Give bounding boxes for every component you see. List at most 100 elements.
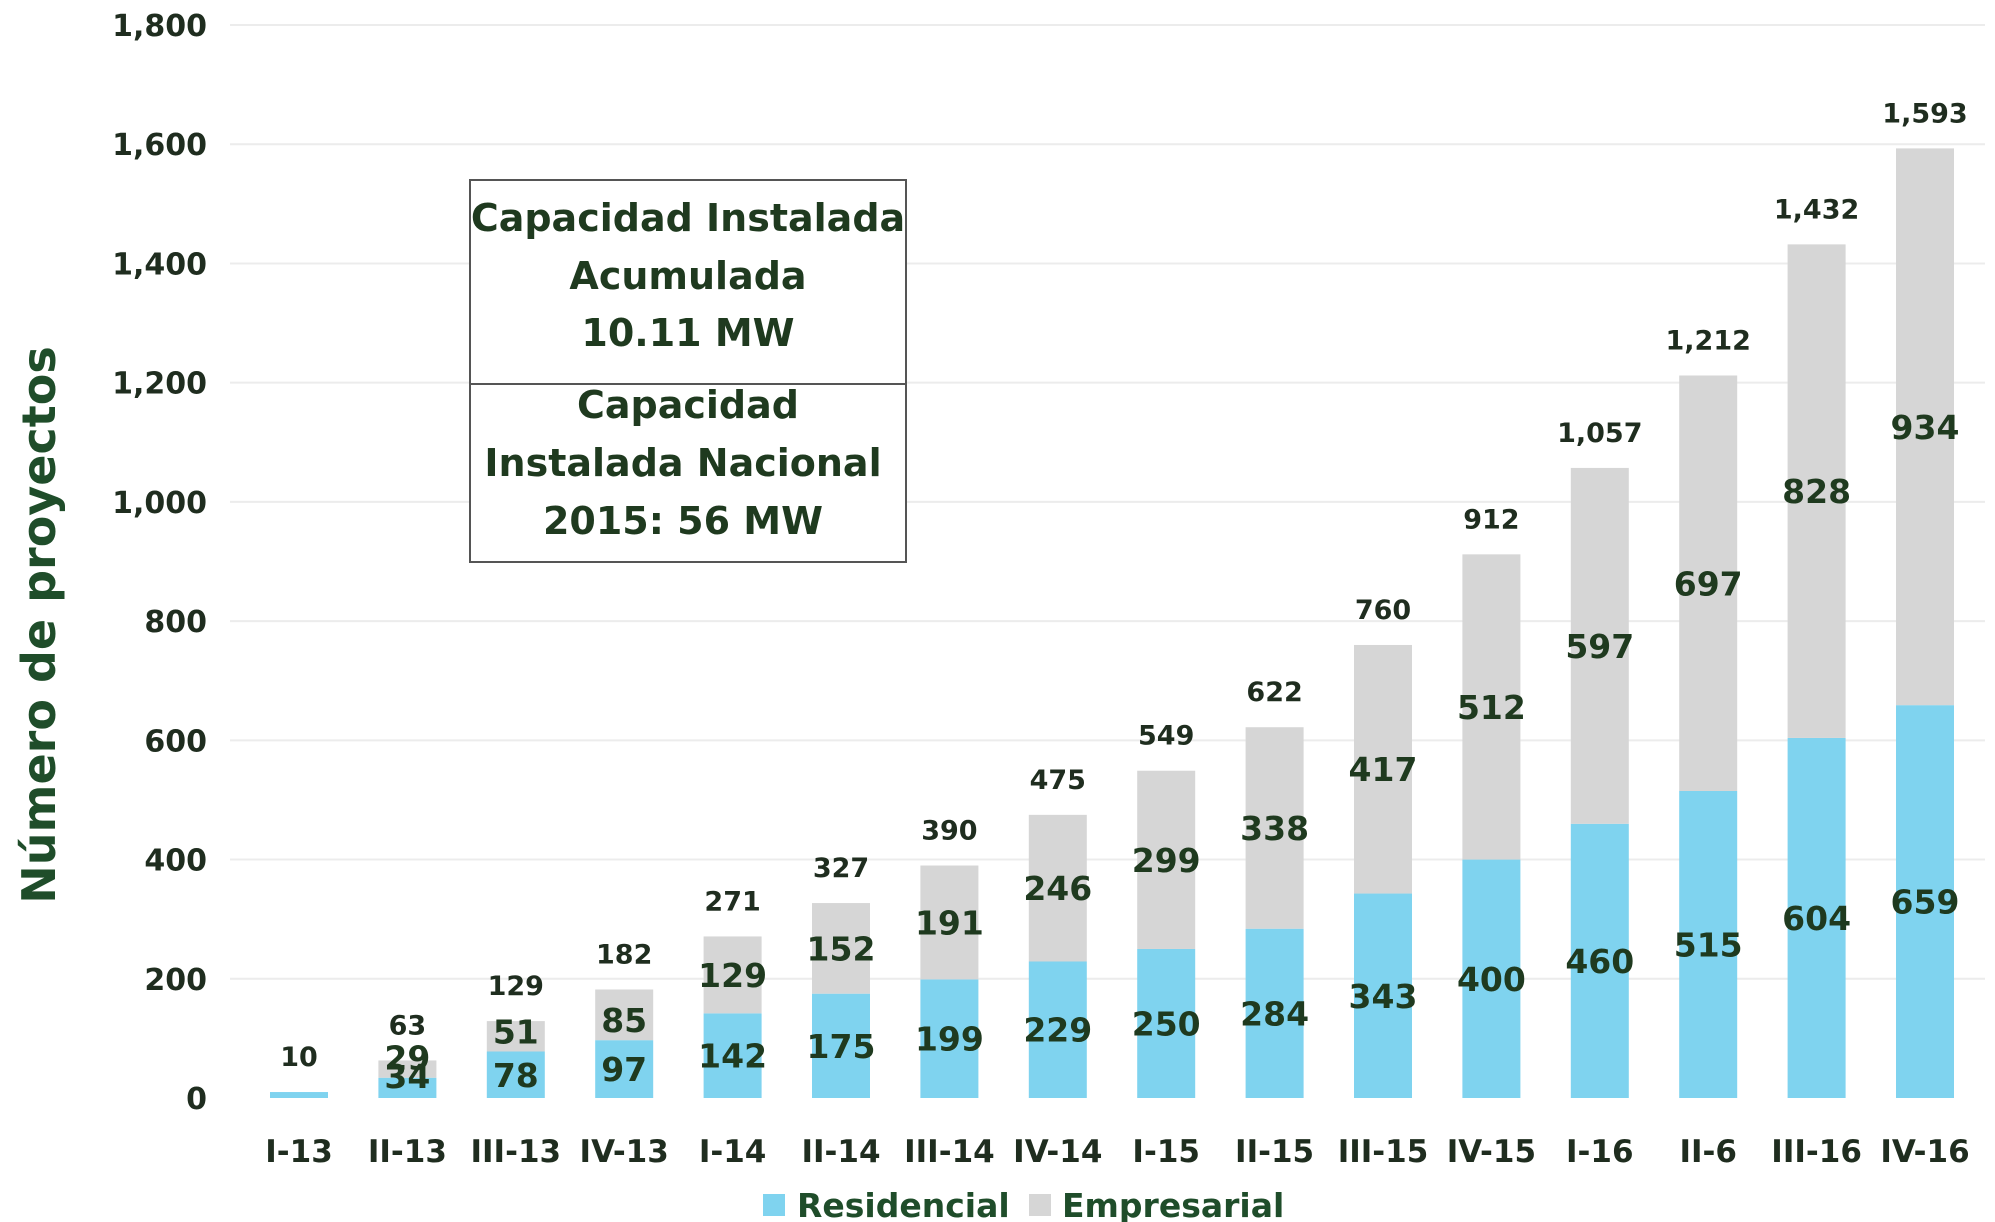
x-tick-label: III-13 [470, 1134, 561, 1170]
y-tick-label: 1,000 [112, 486, 207, 521]
residencial-label: 78 [493, 1056, 539, 1095]
residencial-label: 659 [1891, 883, 1960, 922]
bar-empresarial [1354, 644, 1412, 894]
annotation-top-line-2: Acumulada [569, 254, 806, 298]
bar-residencial [486, 1051, 545, 1098]
y-tick-label: 400 [144, 844, 207, 879]
bar-empresarial [812, 903, 870, 994]
bar-empresarial [1787, 244, 1846, 738]
residencial-label: 284 [1240, 994, 1309, 1033]
annotation-top-line-1: Capacidad Instalada [471, 196, 905, 240]
legend-label-empresarial: Empresarial [1062, 1186, 1284, 1222]
empresarial-label: 697 [1674, 564, 1743, 603]
residencial-label: 400 [1457, 960, 1526, 999]
y-tick-label: 1,600 [112, 128, 207, 163]
empresarial-label: 338 [1240, 809, 1309, 848]
x-tick-label: III-16 [1771, 1134, 1862, 1170]
total-label: 549 [1138, 721, 1194, 752]
empresarial-label: 246 [1023, 869, 1092, 908]
bar-residencial [1137, 948, 1196, 1098]
y-tick-label: 1,800 [112, 9, 207, 44]
total-label: 760 [1355, 595, 1411, 626]
bar-residencial [1896, 705, 1954, 1098]
empresarial-label: 597 [1565, 627, 1634, 666]
x-tick-label: III-14 [904, 1134, 995, 1170]
bars [270, 148, 1954, 1098]
y-axis: 0 200 400 600 800 1,000 1,200 1,400 1,600 1,800 [112, 9, 207, 1117]
residencial-label: 343 [1349, 977, 1418, 1016]
residencial-label: 97 [601, 1050, 647, 1089]
legend-label-residencial: Residencial [797, 1186, 1010, 1222]
bar-empresarial [920, 865, 979, 980]
y-axis-title: Número de proyectos [12, 346, 66, 903]
annotation-bottom-line-1: Capacidad [577, 383, 799, 427]
total-label: 129 [488, 971, 544, 1002]
total-label: 1,432 [1774, 194, 1859, 225]
bar-empresarial [378, 1060, 437, 1078]
total-label: 1,212 [1665, 326, 1750, 357]
bar-residencial [1787, 737, 1846, 1098]
bar-empresarial [703, 936, 762, 1014]
empresarial-label: 51 [493, 1013, 539, 1052]
total-label: 271 [704, 886, 760, 917]
bar-residencial [595, 1040, 654, 1098]
annotation-top-line-3: 10.11 MW [581, 311, 794, 355]
x-tick-label: IV-16 [1880, 1134, 1969, 1170]
y-tick-label: 1,400 [112, 247, 207, 282]
bar-residencial [920, 979, 979, 1098]
empresarial-label: 934 [1891, 408, 1960, 447]
residencial-label: 34 [384, 1057, 430, 1096]
empresarial-label: 85 [601, 1001, 647, 1040]
bar-empresarial [1570, 467, 1629, 824]
empresarial-label: 129 [698, 956, 767, 995]
x-tick-label: IV-15 [1447, 1134, 1536, 1170]
y-tick-label: 1,200 [112, 367, 207, 402]
bar-empresarial [1137, 770, 1196, 949]
residencial-label: 199 [915, 1020, 984, 1059]
y-tick-label: 200 [144, 963, 207, 998]
bar-residencial [1028, 961, 1087, 1098]
total-label: 912 [1463, 504, 1519, 535]
annotation-bottom-line-2: Instalada Nacional [484, 441, 881, 485]
x-tick-label: II-13 [368, 1134, 447, 1170]
empresarial-label: 29 [384, 1039, 430, 1078]
total-label: 622 [1246, 677, 1302, 708]
bar-empresarial [1245, 727, 1304, 929]
x-tick-label: II-15 [1235, 1134, 1314, 1170]
empresarial-label: 828 [1782, 472, 1851, 511]
bar-residencial [812, 993, 870, 1098]
residencial-label: 604 [1782, 899, 1851, 938]
bar-residencial [1462, 859, 1521, 1098]
legend-swatch-residencial [763, 1194, 785, 1216]
bar-empresarial [595, 989, 654, 1041]
bar-empresarial [1028, 814, 1087, 962]
residencial-label: 229 [1023, 1011, 1092, 1050]
bar-empresarial [1462, 554, 1521, 860]
total-label: 1,057 [1557, 418, 1642, 449]
x-tick-label: IV-13 [580, 1134, 669, 1170]
x-tick-label: I-15 [1132, 1134, 1200, 1170]
bar-empresarial [1679, 375, 1738, 792]
x-tick-label: I-13 [265, 1134, 333, 1170]
total-label: 327 [813, 853, 869, 884]
x-tick-label: II-6 [1679, 1134, 1737, 1170]
empresarial-label: 512 [1457, 688, 1526, 727]
residencial-label: 460 [1565, 942, 1634, 981]
annotation-box: Capacidad Instalada Acumulada 10.11 MW C… [469, 179, 907, 563]
bar-residencial [378, 1077, 437, 1098]
total-label: 182 [596, 940, 652, 971]
legend: Residencial Empresarial [763, 1186, 1284, 1222]
y-tick-label: 600 [144, 724, 207, 759]
bar-residencial [1679, 791, 1738, 1098]
bar-residencial [703, 1013, 762, 1098]
annotation-box-frame [469, 179, 907, 563]
x-tick-label: II-14 [801, 1134, 880, 1170]
x-tick-label: I-14 [699, 1134, 767, 1170]
total-label: 63 [389, 1010, 427, 1041]
empresarial-label: 152 [807, 929, 876, 968]
residencial-label: 250 [1132, 1004, 1201, 1043]
x-axis: I-13 II-13 III-13 IV-13 I-14 II-14 III-14 IV-14… [265, 1134, 1969, 1170]
x-tick-label: IV-14 [1013, 1134, 1102, 1170]
